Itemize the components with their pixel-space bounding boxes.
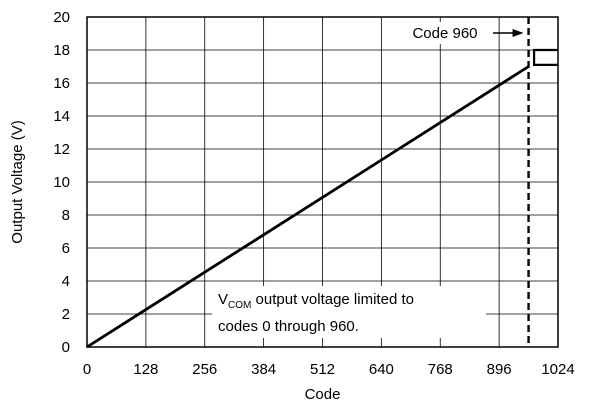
y-tick-label-14: 14 [53,108,70,125]
code-960-label: Code 960 [412,25,477,42]
y-tick-label-16: 16 [53,75,70,92]
code-arrow [493,29,524,37]
x-tick-label-512: 512 [310,361,335,378]
x-tick-labels: 0 128 256 384 512 640 768 896 1024 [83,361,575,378]
y-tick-label-18: 18 [53,42,70,59]
y-tick-label-10: 10 [53,174,70,191]
clamp-box-outline [532,48,558,66]
y-tick-label-12: 12 [53,141,70,158]
note-v: V [218,291,228,308]
series-line-0 [86,65,530,349]
note-rest: output voltage limited to [251,291,414,308]
annotation-note-bg [212,286,486,338]
y-tick-label-2: 2 [62,306,70,323]
x-axis-title: Code [305,386,341,403]
y-tick-label-8: 8 [62,207,70,224]
x-tick-label-768: 768 [428,361,453,378]
y-tick-label-0: 0 [62,339,70,356]
x-tick-label-128: 128 [133,361,158,378]
grid [86,16,559,348]
y-tick-label-4: 4 [62,273,70,290]
x-tick-label-0: 0 [83,361,91,378]
y-tick-label-6: 6 [62,240,70,257]
x-tick-label-384: 384 [251,361,276,378]
annotation-note-line2: codes 0 through 960. [218,318,359,335]
x-tick-label-1024: 1024 [541,361,574,378]
x-tick-label-896: 896 [487,361,512,378]
y-tick-label-20: 20 [53,9,70,26]
plot-area-frame [86,16,559,348]
x-tick-label-256: 256 [192,361,217,378]
data-series [86,65,530,349]
note-subscript: COM [228,300,251,311]
clamp-box [532,48,558,66]
code-arrow-head [512,29,524,37]
code-label-bg [403,22,491,44]
x-tick-label-640: 640 [369,361,394,378]
annotation-note-line1: VCOM output voltage limited to [218,291,414,311]
y-axis-title: Output Voltage (V) [9,120,26,243]
y-tick-labels: 0 2 4 6 8 10 12 14 16 18 20 [53,9,70,356]
